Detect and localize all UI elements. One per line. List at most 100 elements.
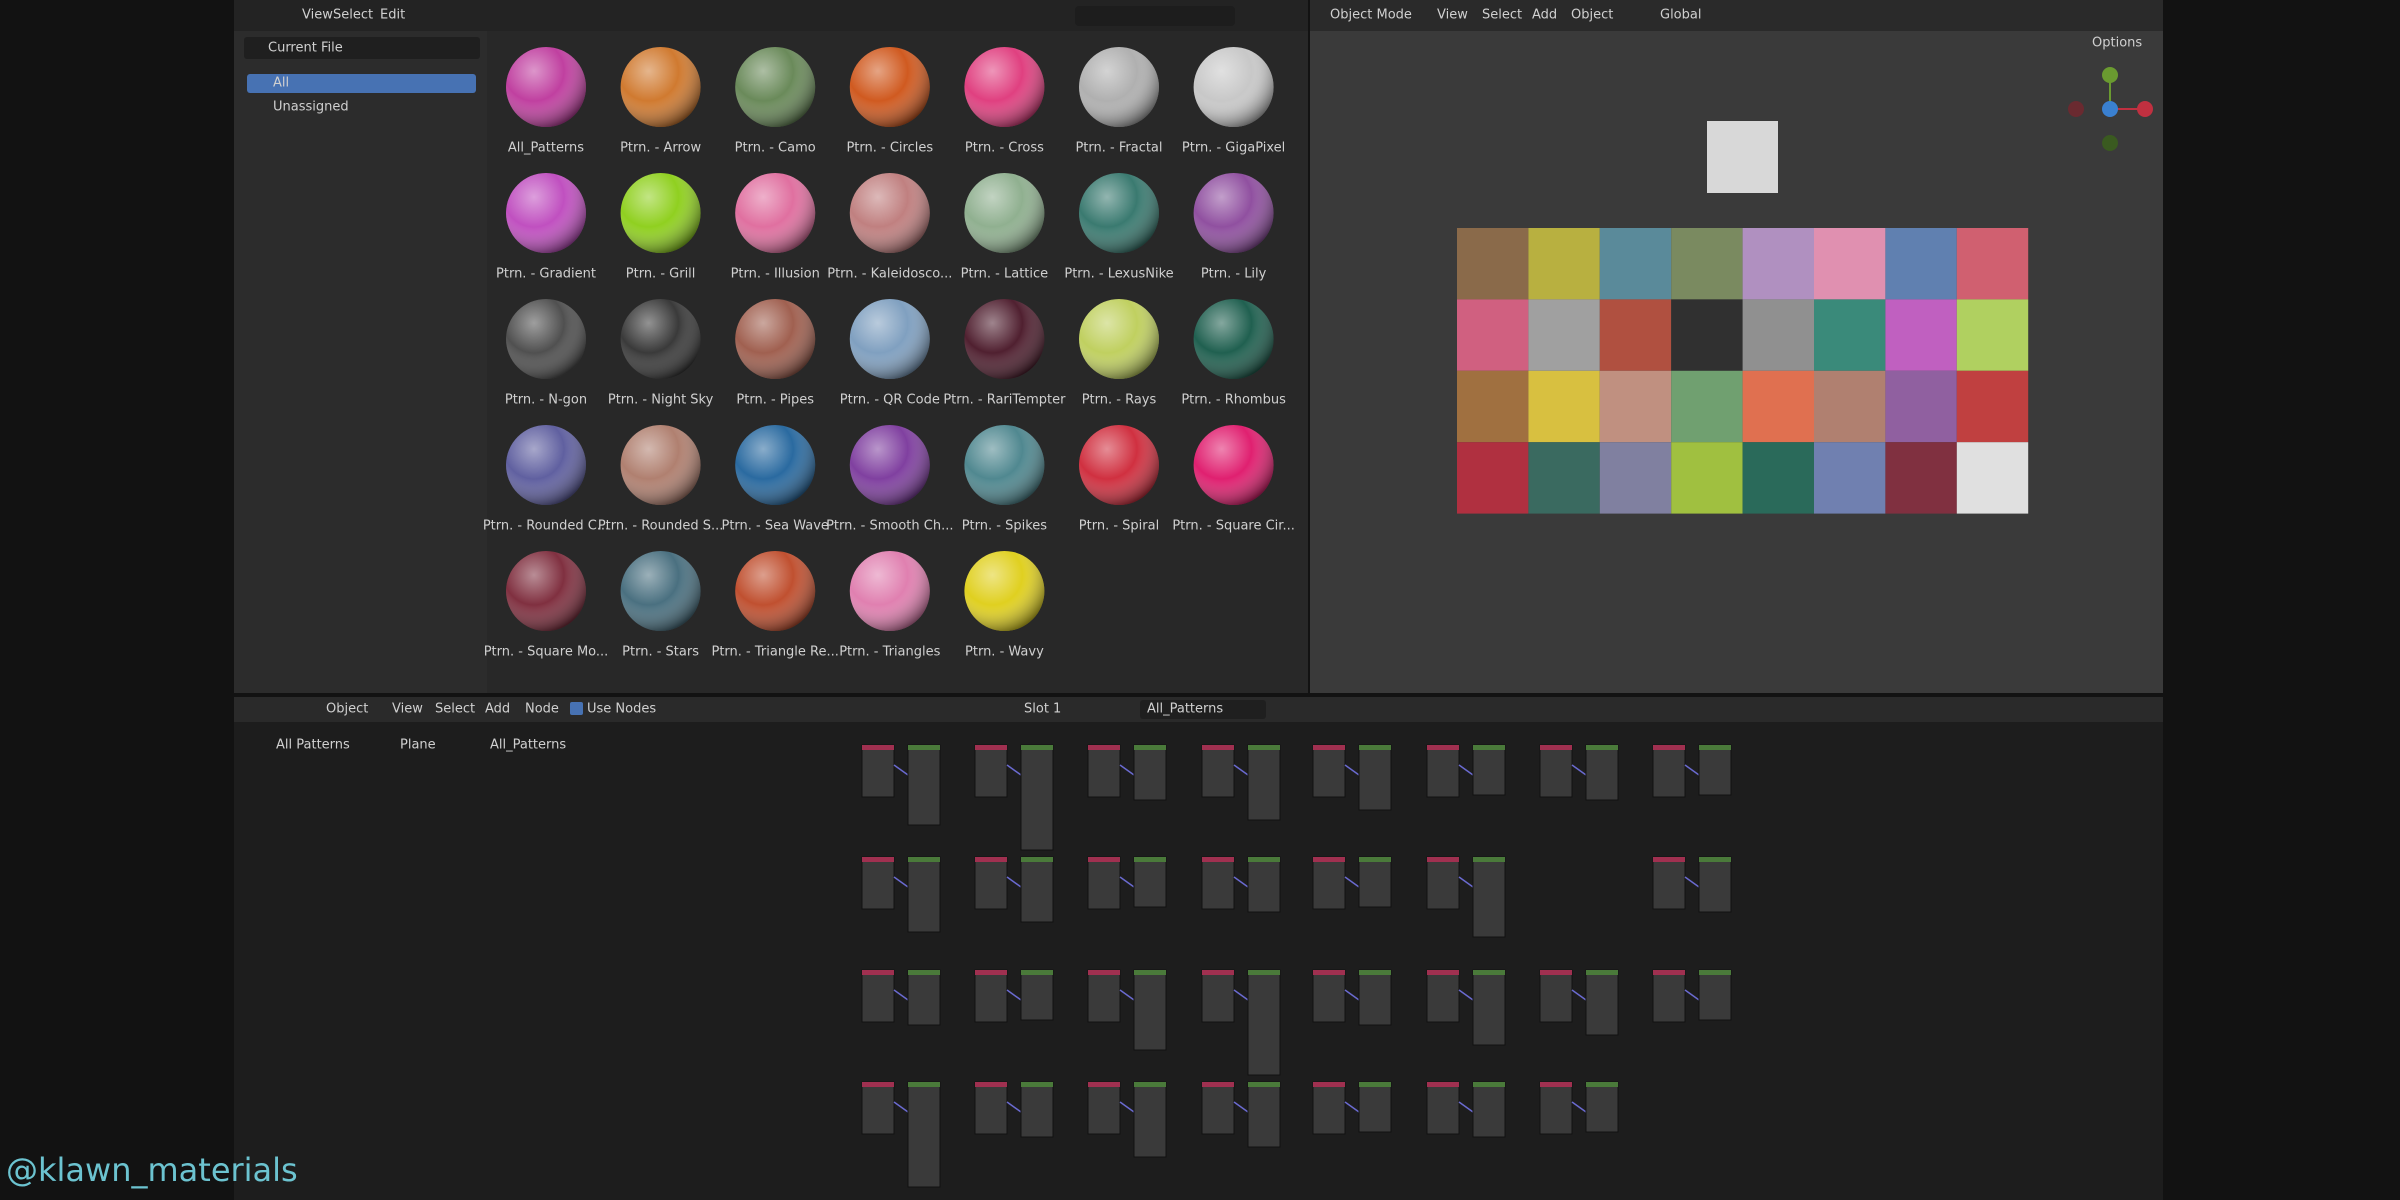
node[interactable] [1020, 969, 1054, 1021]
asset-item[interactable]: Ptrn. - Triangles [839, 551, 941, 660]
node[interactable] [1247, 744, 1281, 821]
asset-item[interactable]: Ptrn. - Pipes [735, 299, 816, 408]
node[interactable] [1472, 969, 1506, 1046]
node[interactable] [1698, 969, 1732, 1021]
menu[interactable]: View [302, 8, 333, 23]
asset-item[interactable]: Ptrn. - Triangle Re... [711, 551, 839, 660]
node[interactable] [1133, 969, 1167, 1051]
library[interactable]: Current File [268, 41, 343, 56]
asset-item[interactable]: Ptrn. - Lattice [961, 173, 1049, 282]
material[interactable]: All_Patterns [1147, 702, 1223, 717]
node[interactable] [1247, 856, 1281, 913]
asset-item[interactable]: Ptrn. - Rounded S... [598, 425, 724, 534]
asset-item[interactable]: Ptrn. - Camo [735, 47, 816, 156]
node[interactable] [1585, 1081, 1619, 1133]
node[interactable] [1539, 1081, 1573, 1135]
node[interactable] [1087, 1081, 1121, 1135]
breadcrumb[interactable]: Plane [400, 738, 436, 753]
node[interactable] [1133, 744, 1167, 801]
asset-item[interactable]: Ptrn. - Rhombus [1181, 299, 1286, 408]
node[interactable] [1358, 856, 1392, 908]
asset-item[interactable]: All_Patterns [506, 47, 586, 156]
asset-item[interactable]: Ptrn. - Spikes [962, 425, 1048, 534]
mode-dropdown[interactable]: Object [326, 702, 368, 717]
node[interactable] [1133, 1081, 1167, 1158]
asset-item[interactable]: Ptrn. - LexusNike [1064, 173, 1174, 282]
node[interactable] [1539, 744, 1573, 798]
breadcrumb[interactable]: All Patterns [276, 738, 350, 753]
catalog[interactable]: Unassigned [273, 100, 349, 115]
node[interactable] [1020, 1081, 1054, 1138]
menu[interactable]: View [1437, 8, 1468, 23]
node[interactable] [1247, 969, 1281, 1076]
asset-item[interactable]: Ptrn. - Stars [620, 551, 701, 660]
material-field[interactable] [1140, 700, 1266, 719]
node[interactable] [1020, 744, 1054, 851]
node[interactable] [907, 856, 941, 933]
asset-item[interactable]: Ptrn. - Wavy [964, 551, 1045, 660]
node[interactable] [1312, 1081, 1346, 1135]
node[interactable] [1585, 744, 1619, 801]
node[interactable] [1539, 969, 1573, 1023]
mode-dropdown[interactable]: Object Mode [1330, 8, 1412, 23]
menu[interactable]: Add [485, 702, 510, 717]
menu[interactable]: Add [1532, 8, 1557, 23]
node[interactable] [1087, 744, 1121, 798]
node[interactable] [861, 1081, 895, 1135]
asset-item[interactable]: Ptrn. - Square Mo... [484, 551, 609, 660]
node[interactable] [1312, 744, 1346, 798]
node[interactable] [1087, 969, 1121, 1023]
asset-item[interactable]: Ptrn. - Lily [1193, 173, 1274, 282]
menu[interactable]: Select [435, 702, 475, 717]
catalog-selected[interactable] [247, 74, 476, 93]
node[interactable] [1426, 1081, 1460, 1135]
asset-item[interactable]: Ptrn. - Rounded C... [483, 425, 609, 534]
asset-item[interactable]: Ptrn. - Cross [964, 47, 1045, 156]
asset-item[interactable]: Ptrn. - Grill [620, 173, 701, 282]
node[interactable] [974, 969, 1008, 1023]
asset-item[interactable]: Ptrn. - Arrow [620, 47, 701, 156]
menu[interactable]: Node [525, 702, 559, 717]
asset-item[interactable]: Ptrn. - Kaleidosco... [827, 173, 952, 282]
node[interactable] [907, 969, 941, 1026]
node[interactable] [907, 1081, 941, 1188]
menu[interactable]: Select [1482, 8, 1522, 23]
node[interactable] [1201, 856, 1235, 910]
asset-item[interactable]: Ptrn. - Sea Wave [721, 425, 829, 534]
node[interactable] [1472, 1081, 1506, 1138]
node[interactable] [1020, 856, 1054, 923]
node[interactable] [1426, 856, 1460, 910]
node[interactable] [1652, 969, 1686, 1023]
asset-item[interactable]: Ptrn. - Fractal [1075, 47, 1163, 156]
node[interactable] [1201, 969, 1235, 1023]
library-dropdown[interactable] [244, 37, 480, 59]
menu[interactable]: Object [1571, 8, 1613, 23]
menu[interactable]: View [392, 702, 423, 717]
options[interactable]: Options [2092, 36, 2142, 51]
node[interactable] [974, 744, 1008, 798]
node[interactable] [861, 856, 895, 910]
node[interactable] [1247, 1081, 1281, 1148]
menu[interactable]: Edit [380, 8, 405, 23]
asset-item[interactable]: Ptrn. - QR Code [840, 299, 940, 408]
node[interactable] [1426, 744, 1460, 798]
node[interactable] [1358, 744, 1392, 811]
node[interactable] [974, 1081, 1008, 1135]
node[interactable] [861, 744, 895, 798]
breadcrumb[interactable]: All_Patterns [490, 738, 566, 753]
node[interactable] [861, 969, 895, 1023]
orientation[interactable]: Global [1660, 8, 1701, 23]
node[interactable] [1585, 969, 1619, 1036]
node[interactable] [1472, 744, 1506, 796]
node[interactable] [974, 856, 1008, 910]
asset-item[interactable]: Ptrn. - Spiral [1079, 425, 1159, 534]
node[interactable] [1698, 856, 1732, 913]
menu[interactable]: Select [333, 8, 373, 23]
asset-item[interactable]: Ptrn. - GigaPixel [1182, 47, 1285, 156]
node[interactable] [1087, 856, 1121, 910]
asset-item[interactable]: Ptrn. - Smooth Ch... [826, 425, 953, 534]
node[interactable] [1426, 969, 1460, 1023]
node[interactable] [1652, 744, 1686, 798]
node[interactable] [1358, 969, 1392, 1026]
node[interactable] [907, 744, 941, 826]
